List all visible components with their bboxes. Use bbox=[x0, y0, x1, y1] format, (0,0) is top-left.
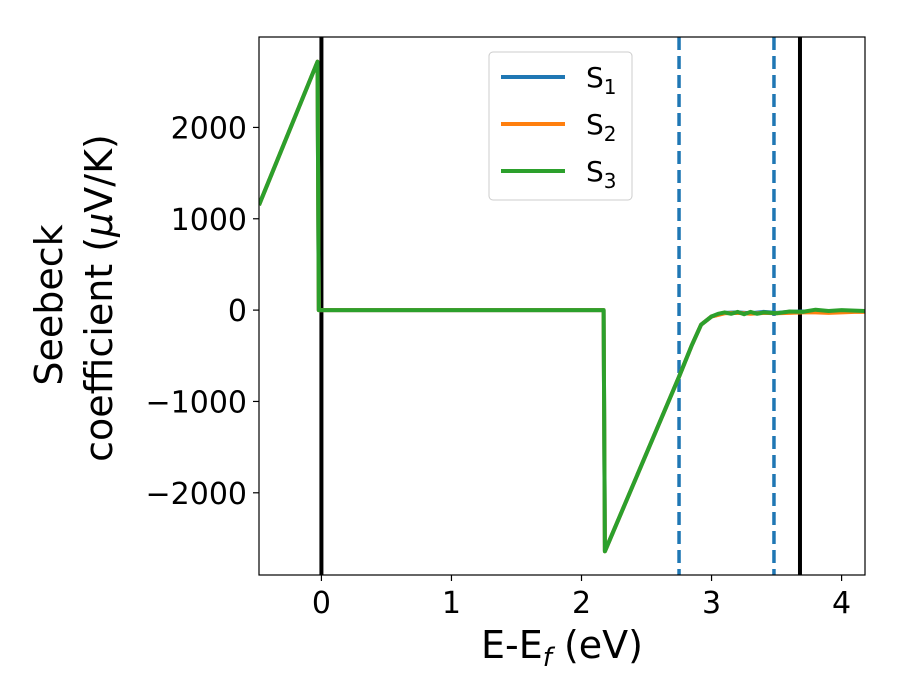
legend-label-3: S3 bbox=[586, 155, 617, 193]
legend-label-1: S1 bbox=[586, 61, 617, 99]
y-axis-label-line1: Seebeck bbox=[27, 224, 71, 385]
y-axis-label-line2: coefficient (μV/K) bbox=[77, 134, 121, 462]
legend: S1 S2 S3 bbox=[488, 51, 633, 201]
x-tick-label-4: 4 bbox=[832, 586, 851, 621]
y-tick-label-2: 0 bbox=[228, 294, 247, 329]
y-axis: −2000 −1000 0 1000 2000 bbox=[146, 111, 259, 512]
y-tick-label-0: −2000 bbox=[146, 477, 247, 512]
x-axis: 0 1 2 3 4 bbox=[312, 575, 851, 621]
x-tick-label-0: 0 bbox=[312, 586, 331, 621]
reference-lines bbox=[319, 37, 802, 575]
y-tick-label-4: 2000 bbox=[171, 111, 247, 146]
series-line-3 bbox=[259, 59, 865, 554]
x-axis-label: E-Ef (eV) bbox=[481, 623, 643, 673]
x-tick-label-3: 3 bbox=[702, 586, 721, 621]
y-axis-label: Seebeck coefficient (μV/K) bbox=[27, 134, 121, 462]
x-tick-label-1: 1 bbox=[442, 586, 461, 621]
y-tick-label-1: −1000 bbox=[146, 385, 247, 420]
legend-label-2: S2 bbox=[586, 108, 617, 146]
series-lines bbox=[259, 59, 865, 554]
plot-frame bbox=[258, 36, 866, 576]
y-tick-label-3: 1000 bbox=[171, 203, 247, 238]
x-tick-label-2: 2 bbox=[572, 586, 591, 621]
